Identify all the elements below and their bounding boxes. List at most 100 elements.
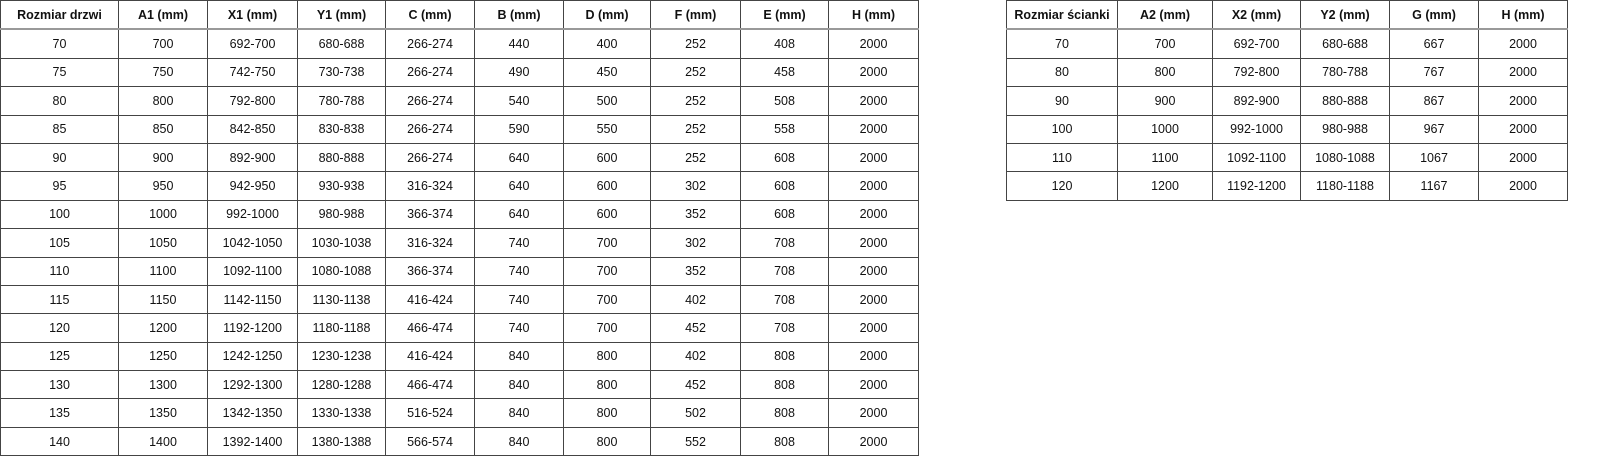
table-cell: 808 [740,398,829,428]
table-cell: 540 [474,86,564,116]
table-cell: 880-888 [1300,86,1390,116]
table-row: 90 900 892-900 880-888 266-274 640 600 252 608 20… [0,142,919,173]
table-cell: 692-700 [1212,28,1301,59]
table-cell: 1000 [118,199,208,230]
table-row: 135 1350 1342-1350 1330-1338 516-524 840 800 50… [0,398,919,428]
table-cell: 450 [563,57,651,88]
table-cell: 730-738 [297,57,386,88]
table-cell: 2000 [828,284,919,315]
table-row: 100 1000 992-1000 980-988 967 2000 [1006,114,1568,144]
table-cell: 1300 [118,370,208,400]
table-cell: 742-750 [207,57,298,88]
table-cell: 708 [740,256,829,286]
table-cell: 1080-1088 [297,256,386,286]
door-dimensions-table: Rozmiar drzwi A1 (mm) X1 (mm) Y1 (mm) C (mm)… [0,0,919,457]
table-cell: 558 [740,114,829,144]
table-row: 120 1200 1192-1200 1180-1188 466-474 740 700 45… [0,313,919,343]
table-cell: 740 [474,313,564,343]
table-cell: 667 [1389,28,1479,59]
table-cell: 900 [118,142,208,173]
table-cell: 980-988 [1300,114,1390,144]
table-cell: 942-950 [207,171,298,201]
table-cell: 125 [0,341,119,372]
table-cell: 1342-1350 [207,398,298,428]
table-cell: 800 [563,426,651,457]
header-row: Rozmiar drzwi A1 (mm) X1 (mm) Y1 (mm) C (mm)… [0,0,919,31]
column-header: E (mm) [740,0,829,31]
table-cell: 1350 [118,398,208,428]
table-cell: 1180-1188 [297,313,386,343]
table-cell: 70 [0,28,119,59]
table-row: 80 800 792-800 780-788 767 2000 [1006,57,1568,88]
table-cell: 1192-1200 [207,313,298,343]
table-row: 70 700 692-700 680-688 667 2000 [1006,28,1568,59]
table-cell: 2000 [828,86,919,116]
table-cell: 2000 [828,313,919,343]
column-header: Y1 (mm) [297,0,386,31]
table-cell: 900 [1117,86,1213,116]
table-cell: 892-900 [207,142,298,173]
table-cell: 1080-1088 [1300,142,1390,173]
table-cell: 266-274 [385,142,475,173]
table-cell: 1242-1250 [207,341,298,372]
table-cell: 992-1000 [207,199,298,230]
table-cell: 608 [740,199,829,230]
table-cell: 516-524 [385,398,475,428]
table-cell: 892-900 [1212,86,1301,116]
table-cell: 252 [650,57,741,88]
table-cell: 840 [474,370,564,400]
table-cell: 1380-1388 [297,426,386,457]
table-cell: 840 [474,426,564,457]
table-cell: 1042-1050 [207,228,298,258]
table-cell: 466-474 [385,313,475,343]
table-cell: 416-424 [385,341,475,372]
table-cell: 600 [563,199,651,230]
table-cell: 992-1000 [1212,114,1301,144]
table-cell: 2000 [1478,28,1568,59]
table-cell: 490 [474,57,564,88]
column-header: Rozmiar drzwi [0,0,119,31]
table-cell: 967 [1389,114,1479,144]
table-cell: 252 [650,142,741,173]
table-cell: 750 [118,57,208,88]
table-cell: 640 [474,199,564,230]
table-cell: 1130-1138 [297,284,386,315]
table-cell: 1330-1338 [297,398,386,428]
table-row: 75 750 742-750 730-738 266-274 490 450 252 458 20… [0,57,919,88]
table-cell: 850 [118,114,208,144]
table-cell: 1392-1400 [207,426,298,457]
table-cell: 130 [0,370,119,400]
table-cell: 266-274 [385,114,475,144]
table-cell: 2000 [1478,171,1568,201]
table-cell: 708 [740,228,829,258]
table-cell: 1200 [118,313,208,343]
table-cell: 1092-1100 [207,256,298,286]
table-cell: 680-688 [297,28,386,59]
table-cell: 792-800 [207,86,298,116]
table-row: 85 850 842-850 830-838 266-274 590 550 252 558 20… [0,114,919,144]
table-cell: 508 [740,86,829,116]
column-header: A2 (mm) [1117,0,1213,31]
table-cell: 808 [740,426,829,457]
table-cell: 302 [650,228,741,258]
table-cell: 600 [563,171,651,201]
table-cell: 700 [1117,28,1213,59]
table-cell: 90 [0,142,119,173]
column-header: Rozmiar ścianki [1006,0,1118,31]
table-cell: 1100 [1117,142,1213,173]
table-cell: 452 [650,313,741,343]
table-cell: 2000 [828,28,919,59]
table-cell: 2000 [828,228,919,258]
table-cell: 466-474 [385,370,475,400]
table-cell: 1100 [118,256,208,286]
table-cell: 740 [474,284,564,315]
table-cell: 366-374 [385,256,475,286]
table-cell: 800 [563,398,651,428]
table-cell: 2000 [828,199,919,230]
table-cell: 692-700 [207,28,298,59]
column-header: Y2 (mm) [1300,0,1390,31]
table-cell: 867 [1389,86,1479,116]
table-cell: 840 [474,398,564,428]
table-cell: 708 [740,284,829,315]
table-cell: 252 [650,114,741,144]
